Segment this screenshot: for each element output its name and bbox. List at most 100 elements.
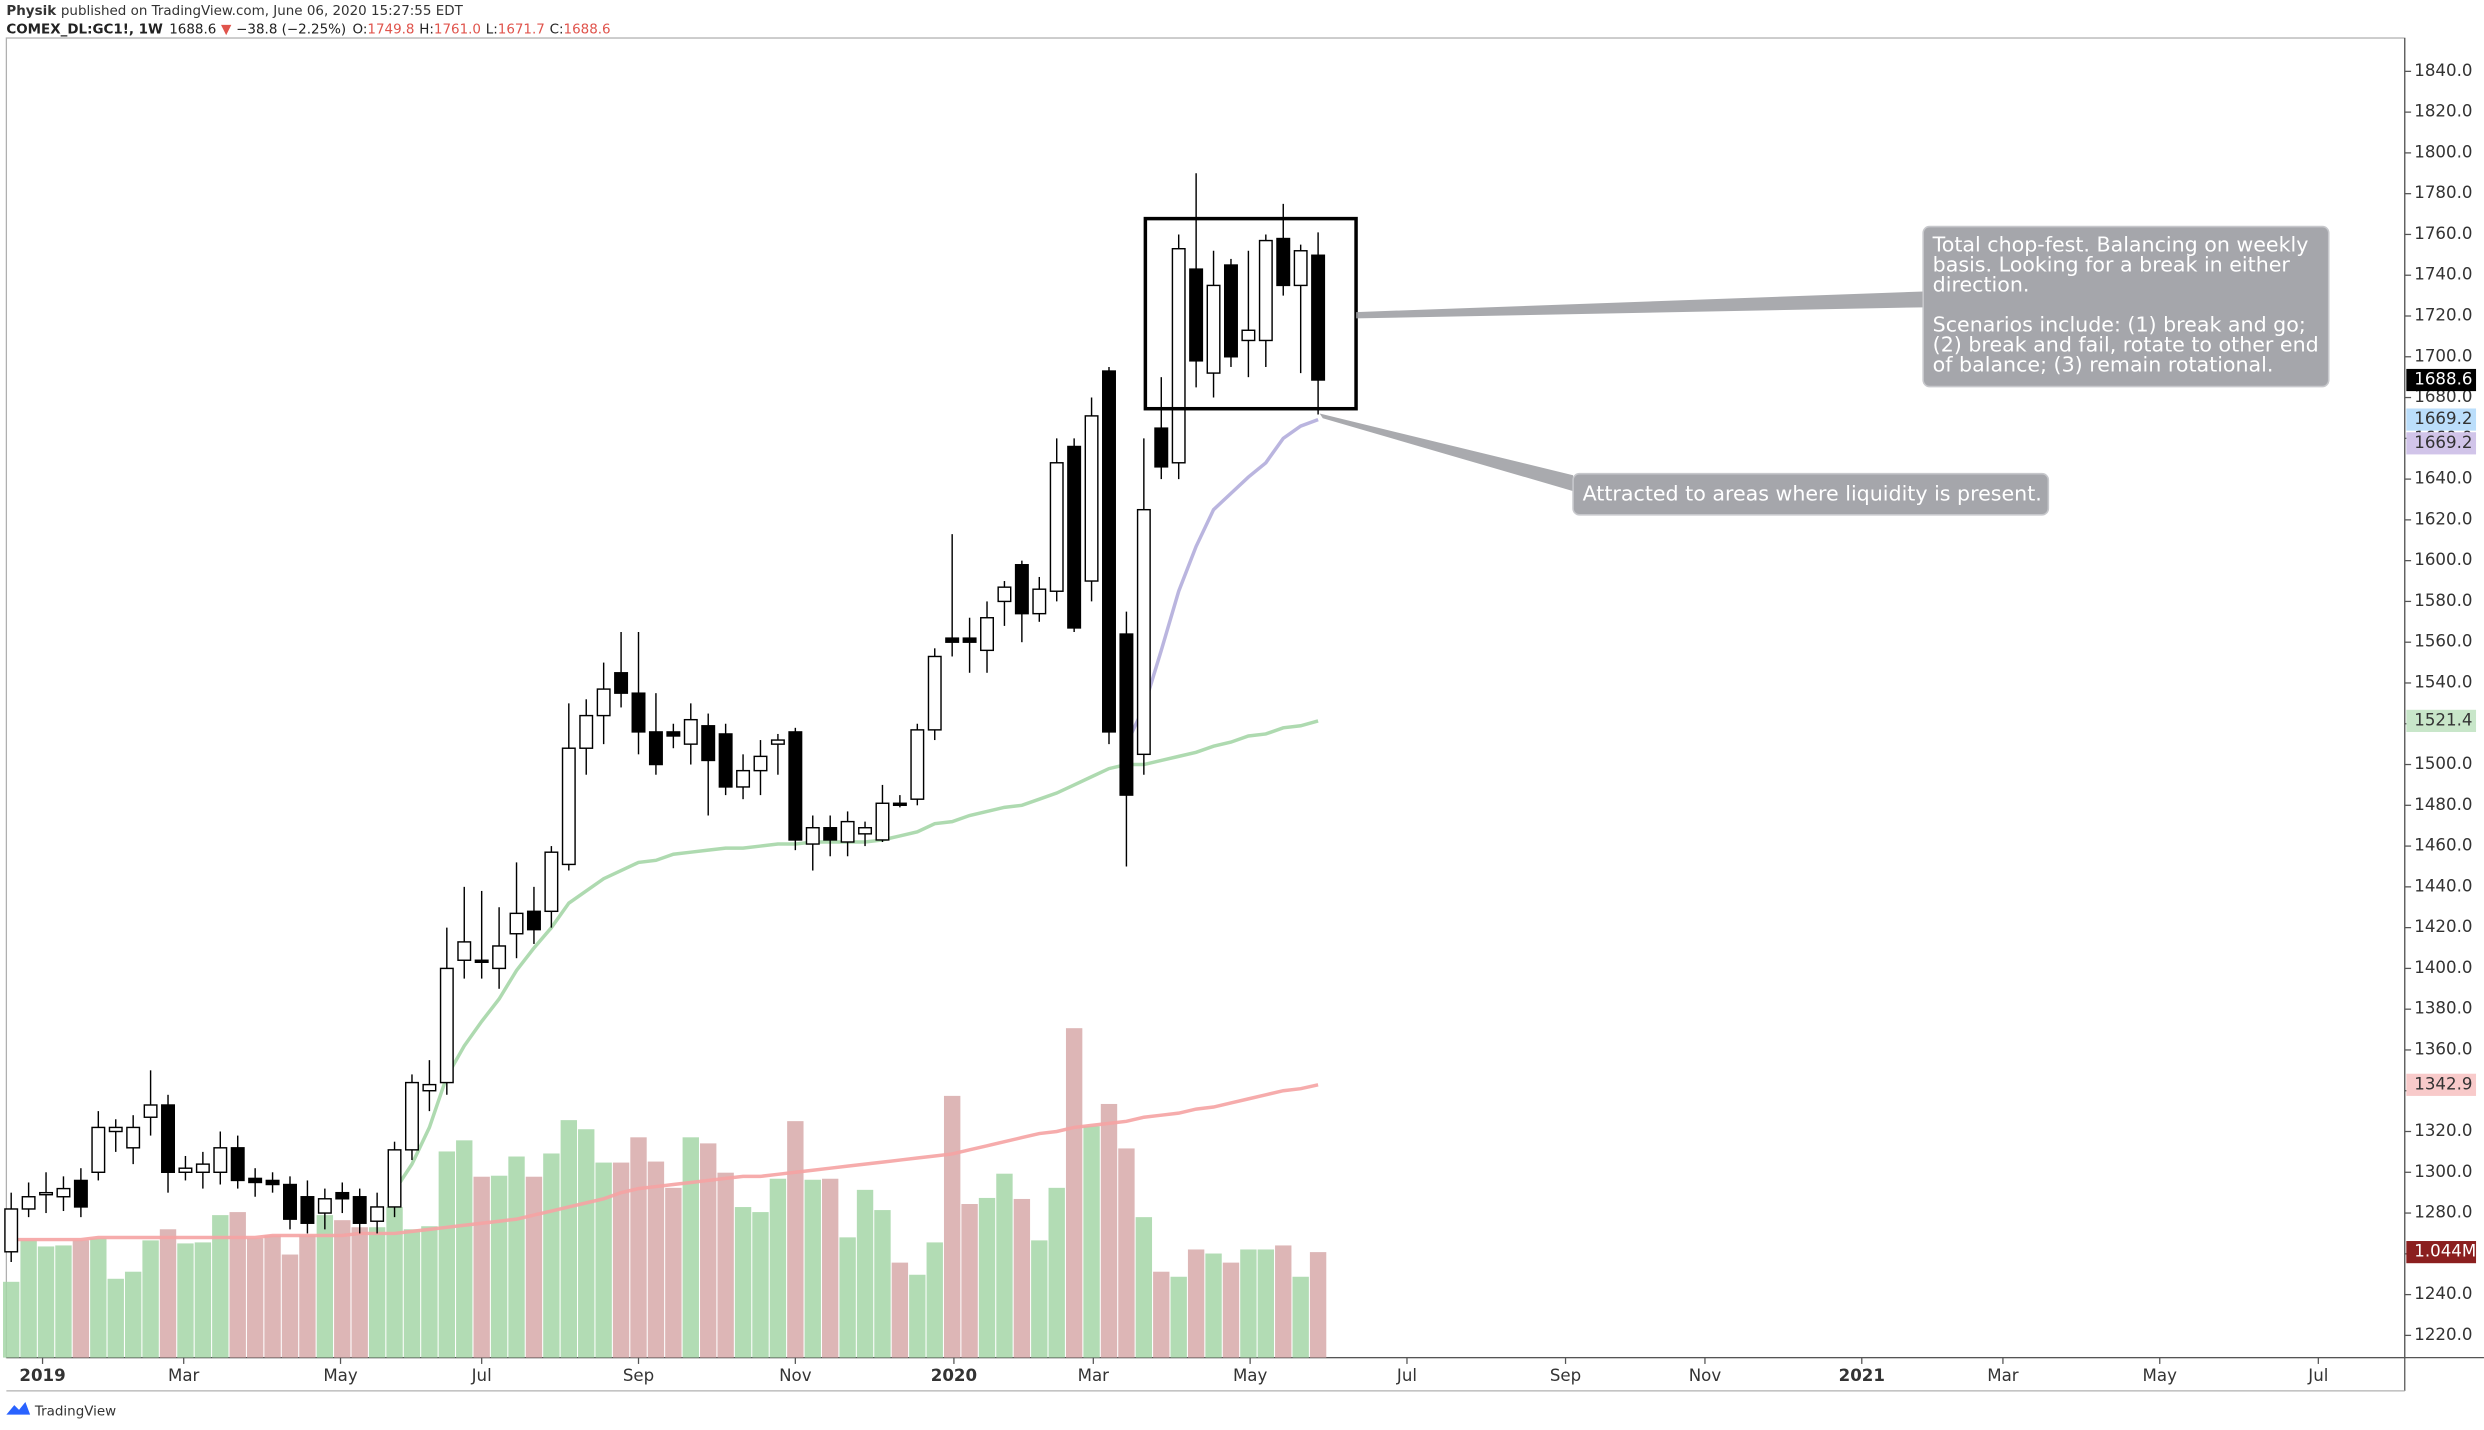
y-tick-label: 1240.0 bbox=[2414, 1284, 2472, 1303]
price-label: 1688.6 bbox=[2414, 370, 2472, 389]
volume-bar bbox=[55, 1245, 72, 1358]
volume-bar bbox=[2, 1281, 20, 1358]
volume-bar bbox=[595, 1162, 612, 1358]
volume-bar bbox=[891, 1262, 909, 1358]
candle-body bbox=[701, 725, 716, 762]
volume-bar bbox=[90, 1238, 107, 1358]
moving-average bbox=[11, 1083, 1319, 1242]
candle-body bbox=[73, 1179, 88, 1208]
y-tick-label: 1640.0 bbox=[2414, 469, 2472, 488]
volume-bar bbox=[612, 1162, 630, 1358]
volume-bar bbox=[961, 1204, 978, 1358]
annotation-line: (2) break and fail, rotate to other end bbox=[1933, 332, 2319, 356]
y-tick-label: 1820.0 bbox=[2414, 102, 2472, 121]
volume-bar bbox=[334, 1220, 351, 1358]
y-tick-label: 1500.0 bbox=[2414, 754, 2472, 773]
volume-bar bbox=[665, 1187, 682, 1358]
candle-body bbox=[1206, 284, 1221, 374]
volume-bar bbox=[682, 1137, 699, 1358]
candle-body bbox=[823, 827, 838, 841]
candle-body bbox=[805, 827, 820, 845]
x-tick-label: Jul bbox=[1396, 1366, 1417, 1385]
candle-body bbox=[91, 1126, 106, 1173]
candle-body bbox=[736, 769, 751, 788]
volume-bar bbox=[490, 1175, 508, 1358]
candle-body bbox=[1119, 633, 1134, 796]
volume-bar bbox=[700, 1143, 717, 1358]
x-tick-label: Nov bbox=[779, 1366, 812, 1385]
candle-body bbox=[980, 617, 995, 652]
volume-bar bbox=[456, 1140, 473, 1358]
ohlc-key: O: bbox=[353, 22, 368, 37]
candle-body bbox=[300, 1196, 315, 1224]
volume-bar bbox=[229, 1212, 246, 1358]
candle-body bbox=[56, 1187, 71, 1198]
change: −38.8 (−2.25%) bbox=[236, 22, 346, 37]
volume-bar bbox=[264, 1235, 281, 1358]
y-tick-label: 1720.0 bbox=[2414, 305, 2472, 324]
y-tick-label: 1840.0 bbox=[2414, 61, 2472, 80]
candle-body bbox=[178, 1167, 193, 1173]
callout-arrow bbox=[1356, 291, 1924, 319]
x-tick-label: Jul bbox=[2307, 1366, 2328, 1385]
x-tick-label: 2020 bbox=[931, 1366, 977, 1385]
volume-bar bbox=[194, 1242, 212, 1358]
volume-bar bbox=[804, 1179, 821, 1358]
candle-body bbox=[1032, 588, 1047, 615]
candle-body bbox=[561, 747, 576, 866]
volume-bar bbox=[72, 1240, 90, 1358]
candle-body bbox=[631, 692, 646, 733]
volume-bar bbox=[578, 1129, 595, 1358]
y-tick-label: 1620.0 bbox=[2414, 509, 2472, 528]
y-tick-label: 1360.0 bbox=[2414, 1039, 2472, 1058]
annotation-line: Total chop-fest. Balancing on weekly bbox=[1932, 233, 2309, 257]
volume-bar bbox=[1100, 1103, 1118, 1358]
volume-bar bbox=[1083, 1126, 1100, 1358]
annotation-line: of balance; (3) remain rotational. bbox=[1933, 352, 2274, 376]
volume-bar bbox=[839, 1237, 856, 1358]
callout-box bbox=[1572, 472, 2050, 516]
candle-body bbox=[770, 739, 785, 745]
x-tick-label: May bbox=[323, 1366, 358, 1385]
price-label-box bbox=[2406, 1241, 2477, 1264]
y-tick-label: 1440.0 bbox=[2414, 876, 2472, 895]
candle-body bbox=[1084, 415, 1099, 582]
x-tick-label: Jul bbox=[471, 1366, 492, 1385]
x-tick-label: Nov bbox=[1689, 1366, 1722, 1385]
candle-body bbox=[1311, 254, 1326, 381]
candle-body bbox=[370, 1206, 385, 1222]
y-tick-label: 1800.0 bbox=[2414, 142, 2472, 161]
y-tick-label: 1400.0 bbox=[2414, 958, 2472, 977]
candle-body bbox=[1014, 564, 1029, 615]
candle-body bbox=[509, 912, 524, 935]
annotation-text: Total chop-fest. Balancing on weeklybasi… bbox=[1583, 233, 2319, 506]
volume-bar bbox=[752, 1212, 769, 1358]
y-tick-label: 1680.0 bbox=[2414, 387, 2472, 406]
x-tick-label: May bbox=[2143, 1366, 2178, 1385]
change-arrow: ▼ bbox=[221, 22, 232, 37]
candle-body bbox=[1049, 462, 1064, 592]
price-label: 1521.4 bbox=[2414, 710, 2472, 729]
moving-average bbox=[393, 719, 1319, 1192]
candle-body bbox=[474, 959, 489, 964]
callout-box bbox=[1922, 225, 2330, 388]
volume-bar bbox=[1048, 1187, 1065, 1358]
candle-body bbox=[108, 1126, 123, 1133]
candle-body bbox=[317, 1198, 332, 1214]
candle-body bbox=[1067, 445, 1082, 629]
candle-layer bbox=[4, 173, 1326, 1262]
volume-bar bbox=[246, 1238, 264, 1358]
volume-bar bbox=[717, 1172, 734, 1358]
candle-body bbox=[1189, 268, 1204, 362]
price-label-box bbox=[2406, 408, 2477, 431]
candle-body bbox=[892, 802, 907, 807]
volume-bar bbox=[1065, 1028, 1083, 1358]
volume-bar bbox=[1205, 1253, 1222, 1358]
volume-bar bbox=[177, 1243, 194, 1358]
candle-body bbox=[248, 1177, 263, 1184]
volume-bar bbox=[386, 1207, 403, 1358]
candle-body bbox=[945, 637, 960, 643]
annotation-line: basis. Looking for a break in either bbox=[1933, 253, 2291, 277]
ohlc-key: C: bbox=[550, 22, 564, 37]
